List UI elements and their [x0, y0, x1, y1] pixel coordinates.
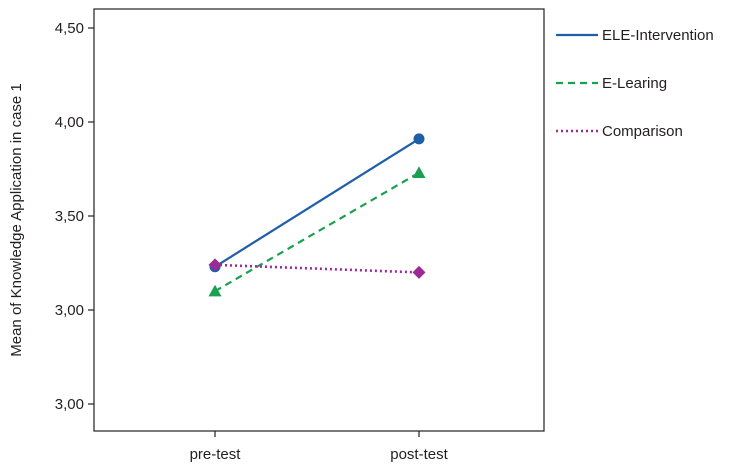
- x-tick-label: post-test: [390, 446, 448, 463]
- y-tick-label: 4,00: [55, 114, 84, 131]
- data-point-comparison: [413, 266, 426, 279]
- series-line-e-learing: [215, 173, 419, 291]
- series-line-comparison: [215, 265, 419, 273]
- series-layer: [209, 133, 426, 296]
- y-tick-label: 3,50: [55, 208, 84, 225]
- series-line-ele-intervention: [215, 139, 419, 267]
- y-tick-label: 3,00: [55, 396, 84, 413]
- y-tick-label: 3,00: [55, 302, 84, 319]
- x-tick-label: pre-test: [190, 446, 242, 463]
- legend-label-ele-intervention: ELE-Intervention: [602, 27, 714, 44]
- data-point-e-learing: [413, 166, 426, 178]
- data-point-e-learing: [209, 285, 222, 297]
- legend: ELE-Intervention E-Learing Comparison: [556, 27, 714, 140]
- legend-label-e-learing: E-Learing: [602, 75, 667, 92]
- series-e-learing: [209, 166, 426, 296]
- plot-area-frame: [94, 9, 544, 431]
- y-tick-label: 4,50: [55, 20, 84, 37]
- y-axis-title: Mean of Knowledge Application in case 1: [8, 83, 25, 357]
- data-point-ele-intervention: [414, 133, 425, 144]
- series-ele-intervention: [210, 133, 425, 272]
- legend-label-comparison: Comparison: [602, 123, 683, 140]
- x-axis: pre-test post-test: [190, 431, 449, 463]
- y-axis: 4,50 4,00 3,50 3,00 3,00: [55, 20, 94, 413]
